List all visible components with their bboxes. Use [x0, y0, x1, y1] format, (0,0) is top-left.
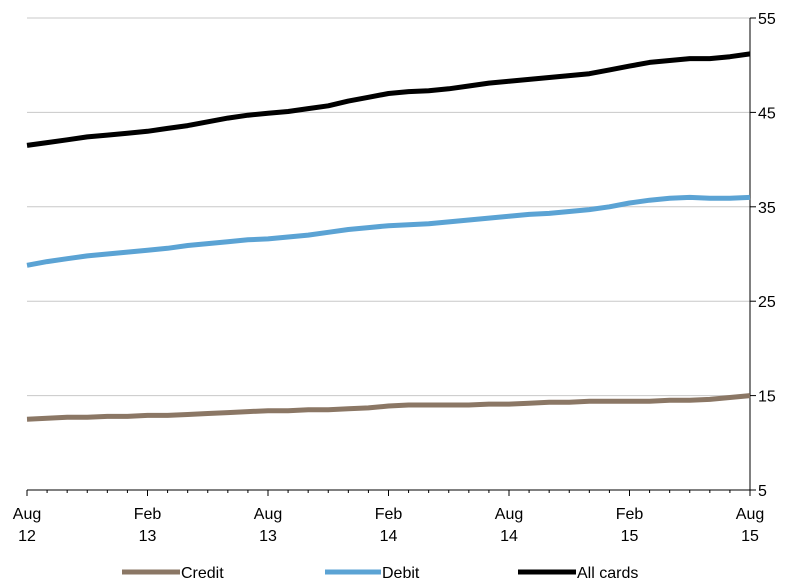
axes	[26, 17, 756, 496]
x-tick-label-month: Aug	[254, 506, 282, 523]
series-line-2	[26, 51, 751, 148]
x-tick-label-year: 14	[500, 528, 518, 545]
y-tick-label: 55	[758, 11, 776, 28]
legend-label: All cards	[577, 565, 638, 580]
y-tick-label: 5	[758, 483, 767, 500]
x-tick-label-year: 12	[18, 528, 36, 545]
x-tick-labels: Aug 12 Feb 13 Aug 13 Feb 14 Aug 14 Feb 15 Aug 15	[13, 506, 764, 545]
x-tick-label-year: 15	[621, 528, 639, 545]
x-tick-label-month: Feb	[375, 506, 403, 523]
y-tick-label: 45	[758, 105, 776, 122]
x-tick-label-month: Aug	[13, 506, 41, 523]
x-tick-label-year: 13	[139, 528, 157, 545]
x-tick-label-month: Feb	[134, 506, 162, 523]
x-tick-label-month: Feb	[616, 506, 644, 523]
legend: Credit Debit All cards	[122, 565, 638, 580]
gridlines	[27, 17, 750, 397]
x-tick-label-month: Aug	[736, 506, 764, 523]
y-tick-labels: 5 15 25 35 45 55	[758, 11, 776, 500]
y-tick-label: 25	[758, 294, 776, 311]
x-tick-label-year: 15	[741, 528, 759, 545]
series-line-0	[26, 393, 751, 422]
x-tick-label-year: 14	[380, 528, 398, 545]
legend-label: Credit	[181, 565, 224, 580]
series-line-1	[26, 194, 751, 268]
series-lines	[26, 51, 751, 422]
x-tick-label-year: 13	[259, 528, 277, 545]
x-tick-label-month: Aug	[495, 506, 523, 523]
y-tick-label: 35	[758, 200, 776, 217]
y-tick-label: 15	[758, 389, 776, 406]
legend-label: Debit	[382, 565, 420, 580]
